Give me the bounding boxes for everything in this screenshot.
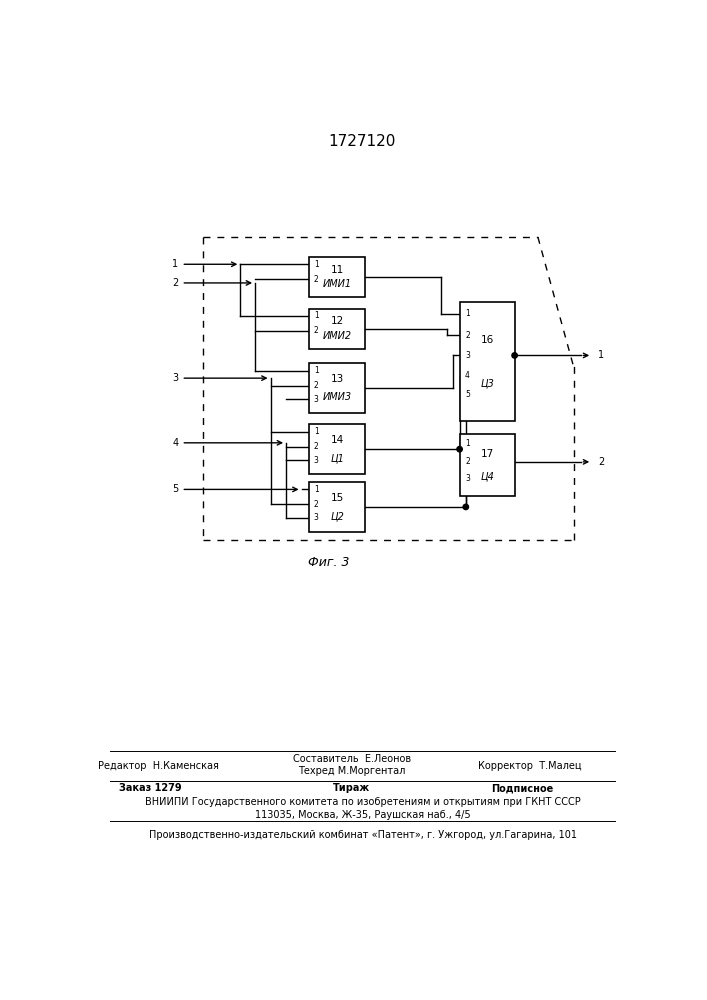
Bar [309,257,365,297]
Bar [309,482,365,532]
Text: ИМИ1: ИМИ1 [322,279,351,289]
Text: 1727120: 1727120 [328,134,396,149]
Text: 3: 3 [172,373,178,383]
Text: Составитель  Е.Леонов: Составитель Е.Леонов [293,754,411,764]
Text: Корректор  Т.Малец: Корректор Т.Малец [479,761,582,771]
Text: 1: 1 [314,366,319,375]
Bar [309,309,365,349]
Text: 15: 15 [331,493,344,503]
Text: 2: 2 [172,278,178,288]
Text: 11: 11 [331,265,344,275]
Text: 14: 14 [331,435,344,445]
Text: Ц3: Ц3 [481,378,494,388]
Text: 1: 1 [314,427,319,436]
Text: 1: 1 [598,350,604,360]
Text: 113035, Москва, Ж-35, Раушская наб., 4/5: 113035, Москва, Ж-35, Раушская наб., 4/5 [255,810,471,820]
Text: 1: 1 [465,439,469,448]
Bar [309,363,365,413]
Text: Редактор  Н.Каменская: Редактор Н.Каменская [98,761,218,771]
Text: 3: 3 [314,513,319,522]
Text: 5: 5 [465,390,470,399]
Text: Фиг. 3: Фиг. 3 [308,556,349,569]
Text: 2: 2 [314,381,319,390]
Bar [460,434,515,496]
Bar [460,302,515,421]
Text: 13: 13 [331,374,344,384]
Text: 16: 16 [481,335,494,345]
Text: 3: 3 [465,474,470,483]
Text: 4: 4 [172,438,178,448]
Text: 17: 17 [481,449,494,459]
Text: Ц4: Ц4 [481,471,494,481]
Text: 3: 3 [465,351,470,360]
Text: 1: 1 [314,485,319,494]
Text: Ц1: Ц1 [330,453,344,463]
Text: 2: 2 [598,457,604,467]
Text: Техред М.Моргентал: Техред М.Моргентал [298,766,406,776]
Bar [309,424,365,474]
Text: 2: 2 [314,275,319,284]
Text: 5: 5 [172,484,178,494]
Text: 2: 2 [465,457,469,466]
Text: ВНИИПИ Государственного комитета по изобретениям и открытиям при ГКНТ СССР: ВНИИПИ Государственного комитета по изоб… [145,797,580,807]
Text: 1: 1 [314,260,319,269]
Text: ИМИ3: ИМИ3 [322,392,351,402]
Circle shape [463,504,469,510]
Text: Ц2: Ц2 [330,511,344,521]
Text: 1: 1 [172,259,178,269]
Text: Производственно-издательский комбинат «Патент», г. Ужгород, ул.Гагарина, 101: Производственно-издательский комбинат «П… [148,830,577,840]
Circle shape [512,353,518,358]
Text: Заказ 1279: Заказ 1279 [119,783,182,793]
Text: 1: 1 [314,311,319,320]
Text: Тираж: Тираж [333,783,370,793]
Text: ИМИ2: ИМИ2 [322,331,351,341]
Text: 1: 1 [465,309,469,318]
Text: 2: 2 [465,331,469,340]
Text: 4: 4 [465,371,470,380]
Circle shape [457,446,462,452]
Text: 3: 3 [314,456,319,465]
Text: Подписное: Подписное [491,783,554,793]
Text: 2: 2 [314,500,319,509]
Text: 3: 3 [314,395,319,404]
Text: 2: 2 [314,442,319,451]
Text: 2: 2 [314,326,319,335]
Text: 12: 12 [331,316,344,326]
